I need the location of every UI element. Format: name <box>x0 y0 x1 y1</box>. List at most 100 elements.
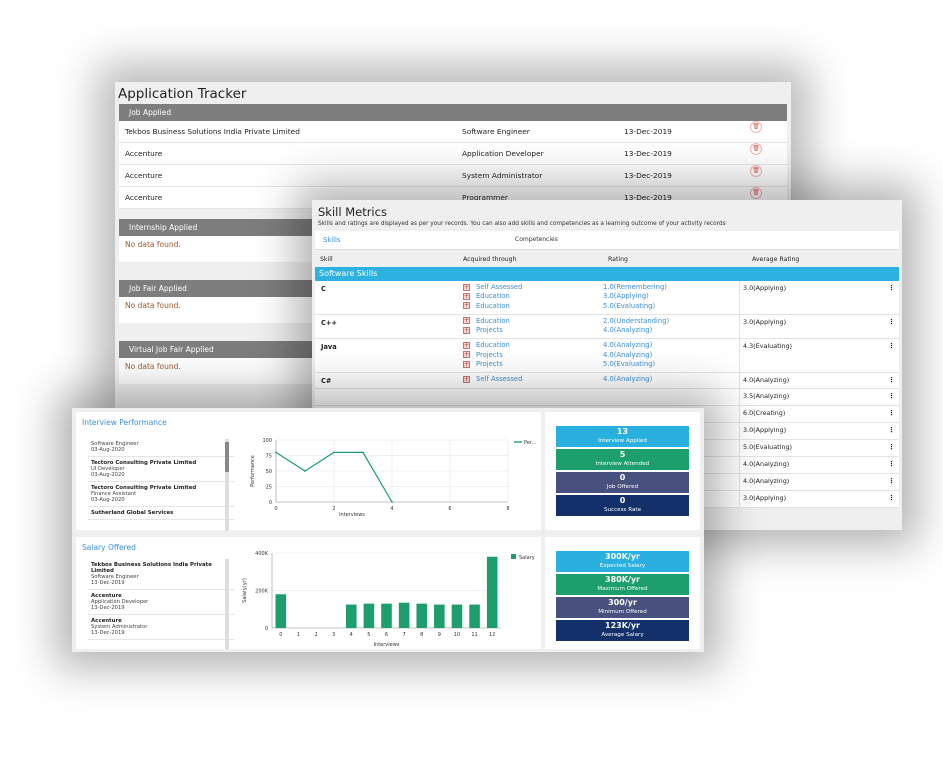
skill-average-rating: 3.0(Applying) <box>743 425 787 434</box>
job-row[interactable]: Accenture Application Developer 13-Dec-201… <box>119 143 787 165</box>
skill-rating-value[interactable]: 5.0(Evaluating) <box>603 301 656 310</box>
skill-source-item[interactable]: + Education <box>463 317 510 326</box>
y-tick-label: 0 <box>265 626 268 632</box>
expand-plus-icon[interactable]: + <box>463 302 470 310</box>
data-point <box>333 451 335 454</box>
more-options-icon[interactable]: ⋮ <box>888 391 895 400</box>
list-item[interactable]: Accenture Application Developer 13-Dec-201… <box>88 590 234 615</box>
trash-icon[interactable]: 🗑 <box>750 165 762 177</box>
salary-bar <box>486 556 498 628</box>
list-item[interactable]: Sutherland Global Services <box>88 507 234 520</box>
software-skills-group: Software Skills <box>315 267 899 281</box>
skill-source-label: Projects <box>476 360 503 369</box>
legend-swatch <box>511 554 516 559</box>
expand-plus-icon[interactable]: + <box>463 283 470 291</box>
interview-list-scroll-thumb[interactable] <box>225 442 229 472</box>
x-tick-label: 2 <box>332 506 335 512</box>
skill-average-rating: 4.0(Analyzing) <box>743 459 790 468</box>
list-item-company: Accenture <box>91 618 122 624</box>
skill-source-item[interactable]: + Self Assessed <box>463 283 522 292</box>
skill-source-item[interactable]: + Self Assessed <box>463 375 522 384</box>
more-options-icon[interactable]: ⋮ <box>888 425 895 434</box>
skill-rating-value[interactable]: 1.0(Remembering) <box>603 283 667 291</box>
more-options-icon[interactable]: ⋮ <box>888 476 895 485</box>
interview-performance-title[interactable]: Interview Performance <box>82 418 167 427</box>
list-item[interactable]: Tectoro Consulting Private Limited UI Dev… <box>88 457 234 482</box>
trash-icon[interactable]: 🗑 <box>750 143 762 155</box>
stat-value: 13 <box>616 427 629 436</box>
skill-average-rating: 4.0(Analyzing) <box>743 376 790 385</box>
skill-rating-value[interactable]: 4.0(Analyzing) <box>603 326 653 335</box>
salary-bar <box>451 604 463 628</box>
salary-offered-title[interactable]: Salary Offered <box>82 543 136 552</box>
column-divider <box>739 388 740 405</box>
y-tick-label: 100 <box>262 438 272 444</box>
skill-row: C + Self Assessed + Education + Education 1.0(R… <box>315 281 899 315</box>
job-date: 13-Dec-2019 <box>624 149 672 158</box>
expand-plus-icon[interactable]: + <box>463 317 470 325</box>
skill-source-item[interactable]: + Education <box>463 292 522 301</box>
more-options-icon[interactable]: ⋮ <box>888 284 895 292</box>
job-date: 13-Dec-2019 <box>624 127 672 136</box>
tab-skills[interactable]: Skills <box>323 236 341 244</box>
expand-plus-icon[interactable]: + <box>463 326 470 334</box>
list-item-date: 13-Dec-2019 <box>91 630 125 636</box>
more-options-icon[interactable]: ⋮ <box>888 376 895 385</box>
y-tick-label: 400K <box>255 551 269 557</box>
job-row[interactable]: Accenture System Administrator 13-Dec-2019… <box>119 165 787 187</box>
salary-bar <box>275 594 287 628</box>
list-item[interactable]: Tekbos Business Solutions India Private … <box>88 559 234 590</box>
salary-bar <box>416 603 428 628</box>
stat-tile: 0 Success Rate <box>556 495 689 516</box>
stat-label: Average Salary <box>601 632 644 638</box>
expand-plus-icon[interactable]: + <box>463 351 470 359</box>
skill-source-item[interactable]: + Education <box>463 341 510 350</box>
skill-rating-value[interactable]: 2.0(Understanding) <box>603 316 670 325</box>
skill-rating-value[interactable]: 5.0(Evaluating) <box>603 360 656 369</box>
tab-competencies[interactable]: Competencies <box>515 236 558 243</box>
more-options-icon[interactable]: ⋮ <box>888 342 895 351</box>
skill-rating-value[interactable]: 4.0(Analyzing) <box>603 341 653 350</box>
expand-plus-icon[interactable]: + <box>463 360 470 368</box>
skill-source-item[interactable]: + Projects <box>463 326 510 335</box>
list-item-role: Software Engineer <box>91 441 139 447</box>
stat-value: 0 <box>619 496 626 505</box>
list-item-company: Tekbos Business Solutions India Private … <box>91 562 212 574</box>
more-options-icon[interactable]: ⋮ <box>888 459 895 468</box>
more-options-icon[interactable]: ⋮ <box>888 442 895 451</box>
job-row[interactable]: Tekbos Business Solutions India Private … <box>119 121 787 143</box>
trash-icon[interactable]: 🗑 <box>750 121 762 133</box>
stat-tile: 300/yr Minimum Offered <box>556 597 689 618</box>
expand-plus-icon[interactable]: + <box>463 341 470 349</box>
x-tick-label: 6 <box>385 632 388 638</box>
more-options-icon[interactable]: ⋮ <box>888 317 895 326</box>
list-item[interactable]: Tectoro Consulting Private Limited Financ… <box>88 482 234 507</box>
expand-plus-icon[interactable]: + <box>463 375 470 383</box>
salary-list-scrollbar[interactable] <box>225 559 229 649</box>
column-divider <box>739 405 740 422</box>
list-item[interactable]: Accenture System Administrator 13-Dec-2019 <box>88 615 234 640</box>
more-options-icon[interactable]: ⋮ <box>888 408 895 417</box>
skill-rating-value[interactable]: 4.0(Analyzing) <box>603 350 653 359</box>
list-item[interactable]: Software Engineer 03-Aug-2020 <box>88 438 234 457</box>
skill-source-item[interactable]: + Education <box>463 302 522 311</box>
column-divider <box>739 473 740 490</box>
skill-rating-value[interactable]: 3.0(Applying) <box>603 292 649 301</box>
more-options-icon[interactable]: ⋮ <box>888 493 895 502</box>
expand-plus-icon[interactable]: + <box>463 292 470 300</box>
performance-line-chart: 0 25 50 75 100 0 2 4 6 8 Interviews Performance Per.… <box>250 438 537 518</box>
stat-tile: 0 Job Offered <box>556 472 689 493</box>
skill-source-label: Education <box>476 341 510 350</box>
skill-source-item[interactable]: + Projects <box>463 360 510 369</box>
skill-source-item[interactable]: + Projects <box>463 351 510 360</box>
skill-name: Java <box>321 343 337 352</box>
stat-tile: 380K/yr Maximum Offered <box>556 574 689 595</box>
trash-icon[interactable]: 🗑 <box>750 187 762 199</box>
list-item-date: 03-Aug-2020 <box>91 497 125 503</box>
skill-source-label: Projects <box>476 326 503 335</box>
interview-list-scrollbar[interactable] <box>225 439 229 531</box>
job-company: Accenture <box>125 149 163 158</box>
list-item-date: 03-Aug-2020 <box>91 447 125 453</box>
skill-rating-value[interactable]: 4.0(Analyzing) <box>603 375 653 384</box>
stat-value: 5 <box>619 450 626 459</box>
